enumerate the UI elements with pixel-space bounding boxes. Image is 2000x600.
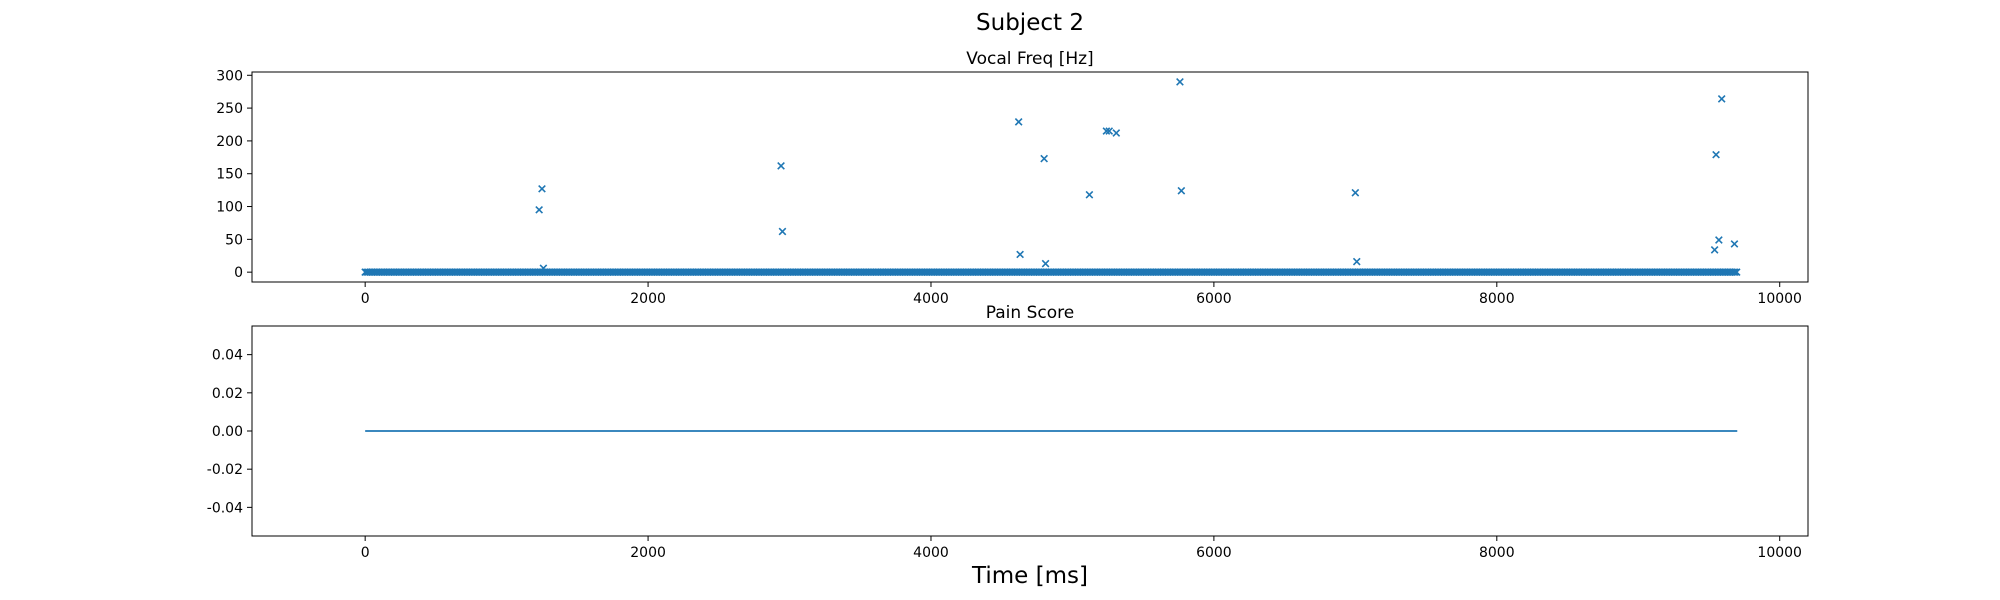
baseline-point [1732,268,1741,277]
data-point [535,205,544,214]
x-tick-label: 2000 [630,545,666,561]
data-point [1041,259,1050,268]
x-axis-label: Time [ms] [971,563,1088,589]
data-point [1040,154,1049,163]
y-tick-label: 50 [225,232,243,248]
vocal-freq-frame [251,71,1809,283]
vocal-freq-axes: Vocal Freq [Hz] 0 2000 4000 6000 8000 10000 0… [216,49,1809,307]
x-tick-label: 2000 [630,291,666,307]
data-point [1730,240,1739,248]
y-tick-label: 250 [216,101,243,117]
pain-score-axes: Pain Score 0 2000 4000 6000 8000 10000 -0.04-… [207,303,1809,561]
y-tick-label: 0.02 [212,386,243,402]
x-tick-label: 0 [361,291,370,307]
data-point [1176,77,1184,86]
x-tick-label: 10000 [1757,545,1802,561]
data-point [1014,118,1023,126]
data-point [1016,250,1024,259]
figure-suptitle: Subject 2 [976,10,1084,36]
data-point [1712,150,1720,159]
x-tick-label: 6000 [1196,545,1232,561]
data-point [1177,186,1186,195]
data-point [1717,95,1726,103]
pain-score-x-ticks: 0 2000 4000 6000 8000 10000 [361,536,1802,561]
y-tick-label: 200 [216,134,243,150]
baseline-point [1731,268,1739,277]
y-tick-label: 300 [216,68,243,84]
x-tick-label: 0 [361,545,370,561]
x-tick-label: 4000 [913,545,949,561]
data-point [1352,257,1361,266]
x-tick-label: 4000 [913,291,949,307]
data-point [1710,245,1719,254]
data-point [778,227,787,236]
data-point [777,161,785,170]
x-tick-label: 6000 [1196,291,1232,307]
y-tick-label: 100 [216,200,243,216]
vocal-freq-title: Vocal Freq [Hz] [966,49,1093,69]
x-tick-label: 10000 [1757,291,1802,307]
pain-score-y-ticks: -0.04 -0.02 0.00 0.02 0.04 [207,348,252,516]
y-tick-label: 0 [234,265,243,281]
vocal-freq-plot-area [361,77,1741,277]
x-tick-label: 8000 [1479,291,1515,307]
data-point [1105,127,1114,135]
data-point [1102,127,1111,135]
y-tick-label: -0.02 [207,462,243,478]
data-point [538,184,546,193]
vocal-freq-x-ticks: 0 2000 4000 6000 8000 10000 [361,282,1802,307]
y-tick-label: -0.04 [207,500,243,516]
x-tick-label: 8000 [1479,545,1515,561]
pain-score-title: Pain Score [986,303,1074,323]
data-point [1085,190,1094,199]
data-point [1112,129,1121,137]
y-tick-label: 0.04 [212,348,243,364]
data-point [539,264,548,273]
y-tick-label: 150 [216,167,243,183]
y-tick-label: 0.00 [212,424,243,440]
data-point [1351,188,1360,197]
data-point [1715,236,1723,244]
vocal-freq-y-ticks: 0 50 100 150 200 250 300 [216,68,252,281]
